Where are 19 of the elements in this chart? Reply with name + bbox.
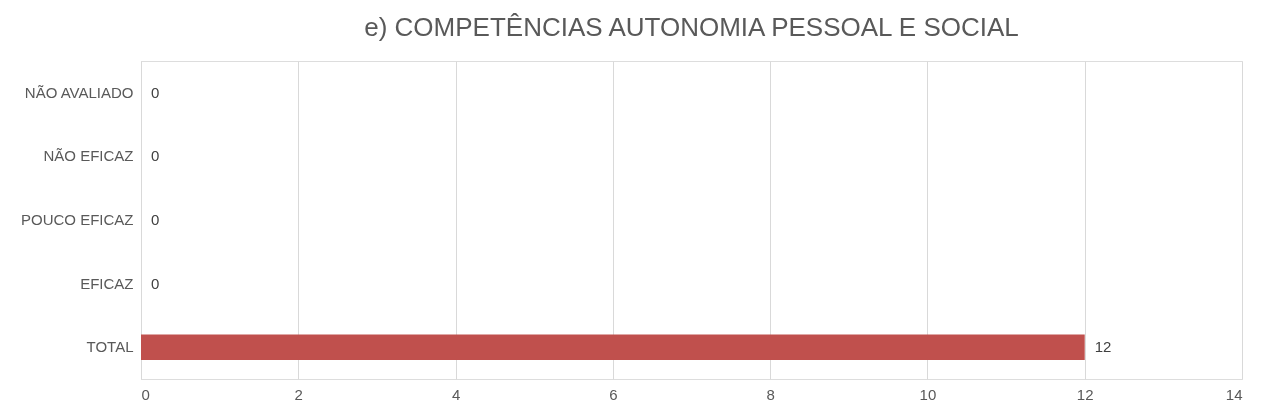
- data-label: 12: [1094, 338, 1112, 356]
- data-label: 0: [151, 83, 160, 101]
- y-tick-label: NÃO AVALIADO: [24, 83, 134, 101]
- y-tick-label: POUCO EFICAZ: [20, 211, 134, 228]
- x-tick-label: 0: [141, 385, 150, 403]
- x-tick-label: 8: [766, 385, 775, 403]
- x-tick-label: 4: [451, 385, 461, 403]
- chart-title: e) COMPETÊNCIAS AUTONOMIA PESSOAL E SOCIAL: [364, 12, 1019, 42]
- y-tick-label: EFICAZ: [80, 274, 134, 292]
- x-tick-label: 14: [1225, 385, 1243, 403]
- y-tick-label: NÃO EFICAZ: [43, 147, 134, 165]
- x-tick-label: 12: [1076, 385, 1094, 403]
- data-label: 0: [151, 147, 160, 165]
- x-tick-label: 2: [294, 385, 303, 403]
- x-tick-label: 10: [919, 385, 937, 403]
- x-tick-label: 6: [609, 385, 618, 403]
- y-tick-label: TOTAL: [86, 338, 134, 356]
- data-label: 0: [151, 211, 160, 228]
- data-label: 0: [151, 274, 160, 292]
